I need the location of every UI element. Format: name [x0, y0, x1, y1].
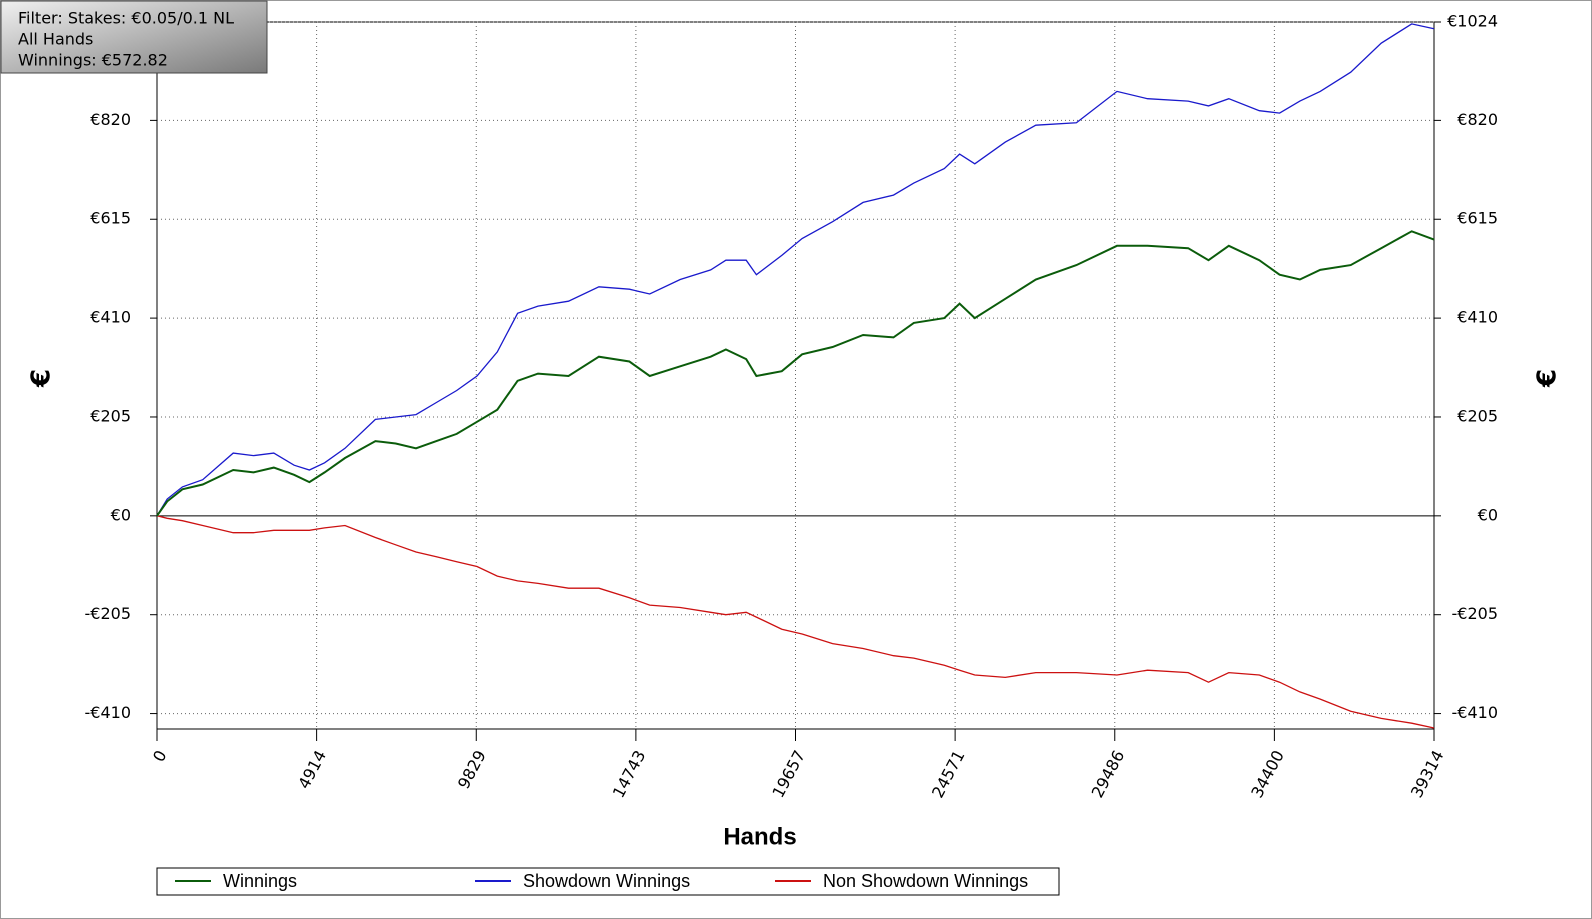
info-line: Filter: Stakes: €0.05/0.1 NL: [18, 9, 234, 28]
y-tick-label: €820: [90, 110, 131, 129]
y2-tick-label: €0: [1478, 505, 1498, 524]
y2-axis-label: €: [1533, 369, 1563, 388]
y-tick-label: €205: [90, 406, 131, 425]
y2-tick-label: -€205: [1452, 604, 1499, 623]
series-line: [156, 515, 1435, 729]
series-line: [156, 230, 1435, 517]
info-text: Filter: Stakes: €0.05/0.1 NL All Hands Win…: [18, 9, 234, 70]
y-tick-label: -€205: [85, 604, 132, 623]
y2-tick-label: €615: [1457, 209, 1498, 228]
series-line: [156, 23, 1435, 517]
info-line: Winnings: €572.82: [18, 51, 168, 70]
legend-label: Non Showdown Winnings: [823, 871, 1028, 891]
y2-tick-label: €1024: [1447, 12, 1498, 31]
x-axis-label: Hands: [723, 823, 796, 850]
legend-label: Winnings: [223, 871, 297, 891]
info-box: [0, 0, 268, 74]
y-tick-label: €0: [111, 505, 131, 524]
y-tick-label: €615: [90, 209, 131, 228]
y-axis-label: €: [27, 369, 57, 388]
plot-area: -€410 -€410 -€205 -€205 €0 €0 €205 €205 €410 €410…: [80, 12, 1498, 801]
info-line: All Hands: [18, 30, 93, 49]
y-tick-label: €410: [90, 308, 131, 327]
y2-tick-label: €820: [1457, 110, 1498, 129]
y-tick-label: -€410: [85, 703, 132, 722]
legend: [156, 867, 1060, 896]
legend-entries: Winnings Showdown Winnings Non Showdown Wi…: [175, 871, 1028, 891]
y2-tick-label: €205: [1457, 406, 1498, 425]
y2-tick-label: €410: [1457, 308, 1498, 327]
legend-label: Showdown Winnings: [523, 871, 690, 891]
y2-tick-label: -€410: [1452, 703, 1499, 722]
